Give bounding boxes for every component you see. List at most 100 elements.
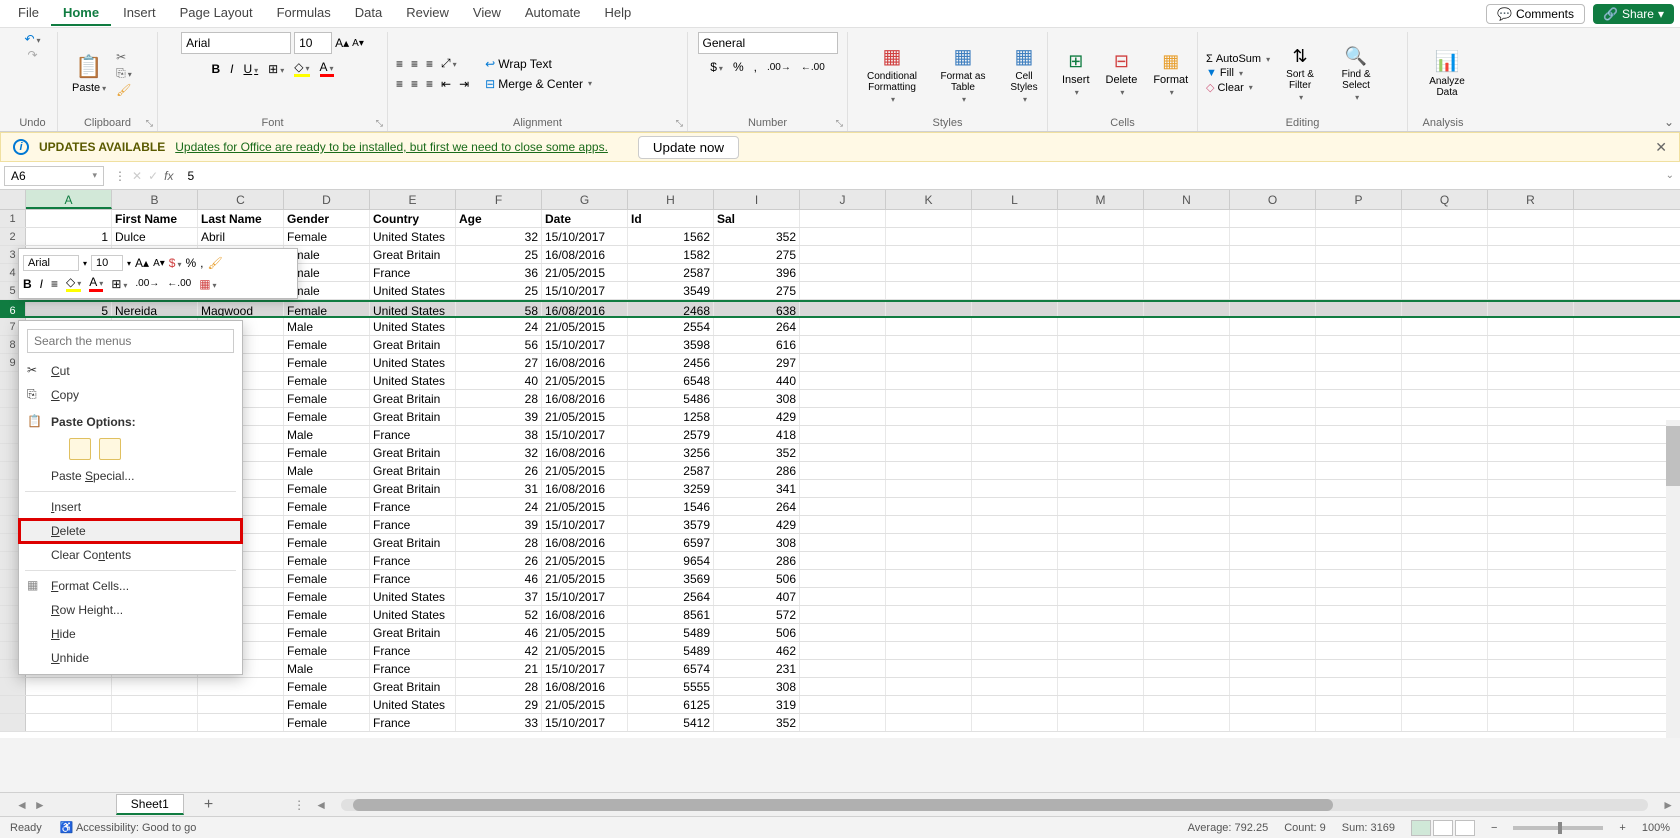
- cell[interactable]: [112, 678, 198, 695]
- sheet-nav-prev[interactable]: ◄: [16, 798, 28, 812]
- zoom-slider[interactable]: [1513, 826, 1603, 830]
- cell[interactable]: United States: [370, 606, 456, 623]
- cell[interactable]: 16/08/2016: [542, 354, 628, 371]
- wrap-text-button[interactable]: ↩ Wrap Text: [485, 57, 592, 71]
- cell[interactable]: 16/08/2016: [542, 246, 628, 263]
- cell[interactable]: [1316, 318, 1402, 335]
- cell[interactable]: [886, 498, 972, 515]
- cell[interactable]: Gender: [284, 210, 370, 227]
- cell[interactable]: [1402, 678, 1488, 695]
- underline-button[interactable]: U: [243, 62, 258, 76]
- table-row[interactable]: FemaleUnited States3715/10/20172564407: [0, 588, 1680, 606]
- cell[interactable]: United States: [370, 282, 456, 299]
- fill-color-button[interactable]: ◇: [294, 60, 309, 77]
- cell[interactable]: France: [370, 498, 456, 515]
- cell[interactable]: 21/05/2015: [542, 696, 628, 713]
- cell[interactable]: Female: [284, 390, 370, 407]
- add-sheet-button[interactable]: +: [204, 796, 213, 814]
- cell[interactable]: [972, 210, 1058, 227]
- column-header-O[interactable]: O: [1230, 190, 1316, 209]
- cell[interactable]: [198, 678, 284, 695]
- cell[interactable]: [1488, 462, 1574, 479]
- cell[interactable]: [1144, 390, 1230, 407]
- header-row[interactable]: 1First NameLast NameGenderCountryAgeDate…: [0, 210, 1680, 228]
- row-header[interactable]: 2: [0, 228, 26, 245]
- cell[interactable]: [1402, 336, 1488, 353]
- cell[interactable]: [1488, 302, 1574, 316]
- cell[interactable]: [1230, 408, 1316, 425]
- table-row[interactable]: onFemaleGreat Britain3116/08/20163259341: [0, 480, 1680, 498]
- font-name-select[interactable]: [181, 32, 291, 54]
- cell[interactable]: [1144, 588, 1230, 605]
- context-clear-contents[interactable]: Clear Contents: [19, 543, 242, 567]
- cell[interactable]: [800, 336, 886, 353]
- cell[interactable]: 42: [456, 642, 542, 659]
- increase-indent-icon[interactable]: ⇥: [459, 77, 469, 91]
- cell[interactable]: [1316, 264, 1402, 281]
- cell[interactable]: [886, 354, 972, 371]
- column-header-A[interactable]: A: [26, 190, 112, 209]
- accounting-format-icon[interactable]: $: [710, 60, 723, 74]
- cell[interactable]: [1316, 570, 1402, 587]
- cell[interactable]: 39: [456, 516, 542, 533]
- fx-icon[interactable]: fx: [164, 169, 173, 183]
- cell[interactable]: [1058, 354, 1144, 371]
- cell[interactable]: 264: [714, 498, 800, 515]
- cell[interactable]: [1402, 660, 1488, 677]
- cell[interactable]: 24: [456, 318, 542, 335]
- notification-message-link[interactable]: Updates for Office are ready to be insta…: [175, 140, 608, 154]
- cell[interactable]: 341: [714, 480, 800, 497]
- cancel-formula-icon[interactable]: ✕: [132, 169, 142, 183]
- cell[interactable]: [1230, 444, 1316, 461]
- cell[interactable]: [1058, 408, 1144, 425]
- cell[interactable]: [1144, 444, 1230, 461]
- table-row[interactable]: FemaleFrance3915/10/20173579429: [0, 516, 1680, 534]
- cell[interactable]: 308: [714, 534, 800, 551]
- cell[interactable]: [972, 480, 1058, 497]
- cell[interactable]: [1402, 354, 1488, 371]
- context-delete[interactable]: Delete: [19, 519, 242, 543]
- share-button[interactable]: 🔗 Share ▾: [1593, 4, 1674, 24]
- cell[interactable]: [1488, 714, 1574, 731]
- row-header[interactable]: 6: [0, 302, 26, 316]
- column-header-C[interactable]: C: [198, 190, 284, 209]
- cell[interactable]: [1316, 606, 1402, 623]
- ribbon-collapse-chevron[interactable]: ⌄: [1664, 115, 1674, 129]
- cell[interactable]: [886, 264, 972, 281]
- cell[interactable]: [1488, 660, 1574, 677]
- comma-format-icon[interactable]: ,: [754, 60, 757, 74]
- cell[interactable]: [886, 318, 972, 335]
- cell[interactable]: 5489: [628, 624, 714, 641]
- font-dialog-launcher[interactable]: ⤡: [376, 118, 383, 129]
- cell[interactable]: [1144, 552, 1230, 569]
- cell[interactable]: 506: [714, 570, 800, 587]
- cell[interactable]: [800, 354, 886, 371]
- cell[interactable]: [1488, 354, 1574, 371]
- cell[interactable]: [1058, 246, 1144, 263]
- cell[interactable]: [972, 426, 1058, 443]
- sort-filter-button[interactable]: ⇅ Sort & Filter: [1274, 42, 1326, 106]
- cell[interactable]: 21/05/2015: [542, 624, 628, 641]
- italic-button[interactable]: I: [230, 62, 233, 76]
- cell[interactable]: [1058, 696, 1144, 713]
- table-row[interactable]: FemaleUnited States2921/05/20156125319: [0, 696, 1680, 714]
- cell[interactable]: [1402, 552, 1488, 569]
- enter-formula-icon[interactable]: ✓: [148, 169, 158, 183]
- cell[interactable]: [800, 282, 886, 299]
- cell[interactable]: [1488, 318, 1574, 335]
- cell[interactable]: 16/08/2016: [542, 606, 628, 623]
- cell[interactable]: Female: [284, 336, 370, 353]
- cell[interactable]: 352: [714, 228, 800, 245]
- cell[interactable]: 31: [456, 480, 542, 497]
- cell[interactable]: [1058, 426, 1144, 443]
- select-all-corner[interactable]: [0, 190, 26, 209]
- cell[interactable]: [800, 588, 886, 605]
- cell[interactable]: [1488, 264, 1574, 281]
- cell[interactable]: [972, 264, 1058, 281]
- cell[interactable]: [1316, 302, 1402, 316]
- cell[interactable]: [1230, 246, 1316, 263]
- cell[interactable]: [1488, 246, 1574, 263]
- cell[interactable]: 39: [456, 408, 542, 425]
- cell[interactable]: Female: [284, 534, 370, 551]
- delete-cells-button[interactable]: ⊟ Delete: [1100, 47, 1144, 101]
